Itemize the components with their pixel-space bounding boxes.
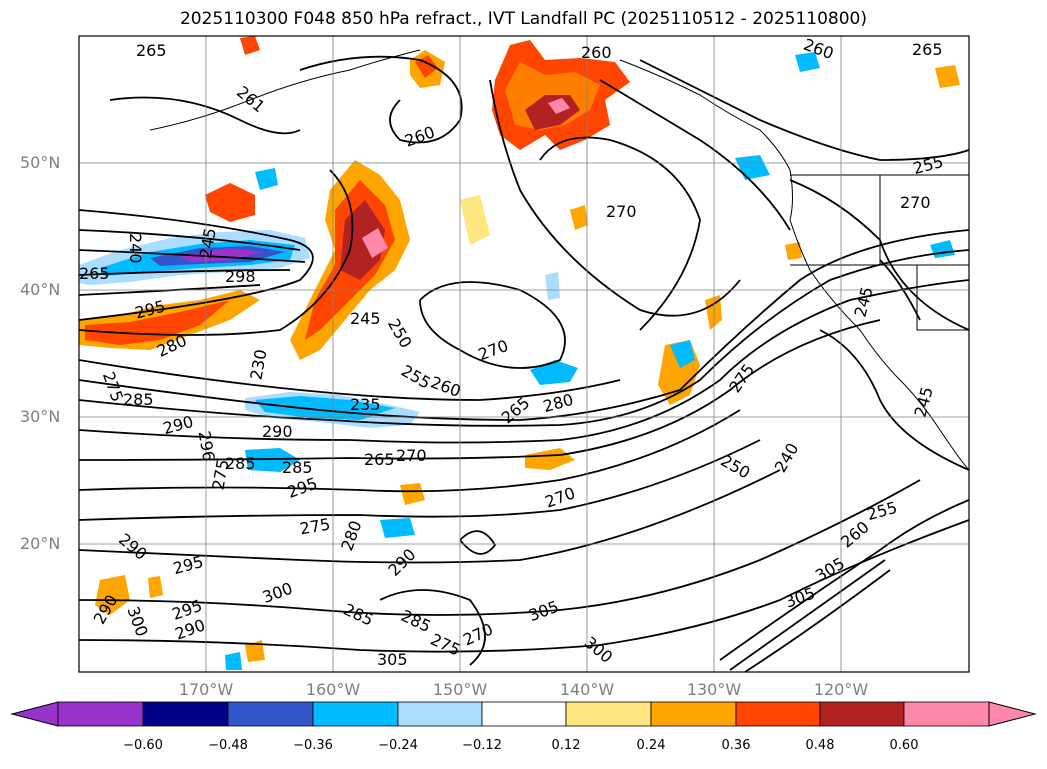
contour-layer [79, 55, 969, 672]
contour-label: 270 [396, 446, 427, 465]
colorbar-tick-label: 0.60 [889, 738, 919, 753]
contour-label: 240 [126, 233, 145, 264]
contour-label: 260 [837, 517, 873, 551]
contour-label: 295 [171, 552, 205, 578]
colorbar-swatch [397, 701, 483, 727]
contour-label: 290 [262, 422, 293, 441]
contour-label: 300 [581, 633, 617, 667]
contour-label: 298 [225, 267, 256, 286]
contour-label: 285 [282, 458, 313, 477]
colorbar-tick-label: 0.12 [551, 738, 581, 753]
lon-tick-label: 130°W [686, 680, 742, 699]
contour-label: 290 [384, 545, 419, 580]
contour-label: 235 [350, 395, 381, 414]
lon-tick-label: 140°W [559, 680, 615, 699]
contour-label: 250 [384, 315, 416, 351]
contour-label: 290 [115, 530, 151, 564]
contour-label: 230 [247, 348, 271, 381]
contour-label: 285 [341, 600, 377, 630]
contour-label: 260 [581, 43, 612, 62]
colorbar [10, 701, 1037, 727]
colorbar-swatch [650, 701, 737, 727]
colorbar-swatch [57, 701, 144, 727]
contour-label: 295 [285, 474, 320, 502]
colorbar-tick-label: 0.36 [721, 738, 751, 753]
contour-label: 305 [812, 554, 848, 586]
contour-label: 290 [161, 412, 195, 438]
coastline-layer [149, 49, 969, 471]
colorbar-extend-low [10, 701, 59, 727]
lon-tick-label: 120°W [813, 680, 869, 699]
contour-label: 285 [398, 606, 434, 636]
colorbar-swatch [735, 701, 821, 727]
contour-label: 260 [428, 373, 463, 401]
figure-title: 2025110300 F048 850 hPa refract., IVT La… [179, 9, 867, 29]
contour-label: 285 [225, 454, 256, 473]
colorbar-tick-label: 0.24 [636, 738, 666, 753]
colorbar-tick-label: −0.60 [123, 738, 163, 753]
colorbar-swatch [819, 701, 905, 727]
colorbar-swatch [312, 701, 399, 727]
contour-label: 305 [782, 583, 817, 611]
colorbar-tick-label: −0.24 [378, 738, 418, 753]
contour-label: 240 [771, 440, 803, 476]
colorbar-tick-label: −0.48 [208, 738, 248, 753]
colorbar-tick-label: −0.36 [293, 738, 333, 753]
colorbar-tick-label: −0.12 [462, 738, 502, 753]
contour-label: 265 [364, 450, 395, 469]
contour-label: 270 [460, 619, 496, 649]
contour-label: 270 [606, 202, 637, 221]
colorbar-swatch [565, 701, 652, 727]
colorbar-swatch [903, 701, 990, 727]
colorbar-swatch [227, 701, 314, 727]
contour-label: 275 [298, 514, 331, 538]
contour-label: 300 [123, 604, 151, 639]
contour-label: 305 [377, 650, 408, 669]
gridlines [79, 36, 969, 672]
contour-label: 270 [476, 336, 511, 364]
contour-label: 270 [900, 193, 931, 212]
contour-label: 300 [260, 579, 295, 607]
contour-label: 265 [79, 264, 110, 283]
shading-layer [79, 36, 960, 670]
colorbar-extend-high [988, 701, 1037, 727]
lat-tick-label: 50°N [20, 153, 61, 172]
contour-label: 285 [123, 390, 154, 409]
colorbar-swatch [481, 701, 567, 727]
contour-label: 265 [136, 41, 167, 60]
contour-label: 265 [912, 40, 943, 59]
contour-label: 261 [233, 82, 269, 116]
colorbar-swatch [142, 701, 229, 727]
contour-label: 245 [350, 309, 381, 328]
lon-tick-label: 160°W [305, 680, 361, 699]
colorbar-tick-label: 0.48 [805, 738, 835, 753]
lon-tick-label: 170°W [178, 680, 234, 699]
contour-label: 250 [718, 451, 754, 483]
map-frame [78, 35, 970, 673]
contour-label: 255 [865, 498, 899, 524]
contour-label: 245 [910, 385, 936, 419]
lat-tick-label: 30°N [20, 407, 61, 426]
contour-label: 255 [911, 152, 945, 178]
lat-tick-label: 40°N [20, 280, 61, 299]
contour-label: 260 [402, 122, 437, 150]
contour-label: 280 [337, 518, 365, 553]
lat-tick-label: 20°N [20, 534, 61, 553]
lon-tick-label: 150°W [432, 680, 488, 699]
contour-label: 296 [195, 429, 219, 462]
contour-label: 305 [526, 597, 561, 625]
contour-label: 275 [428, 630, 464, 660]
